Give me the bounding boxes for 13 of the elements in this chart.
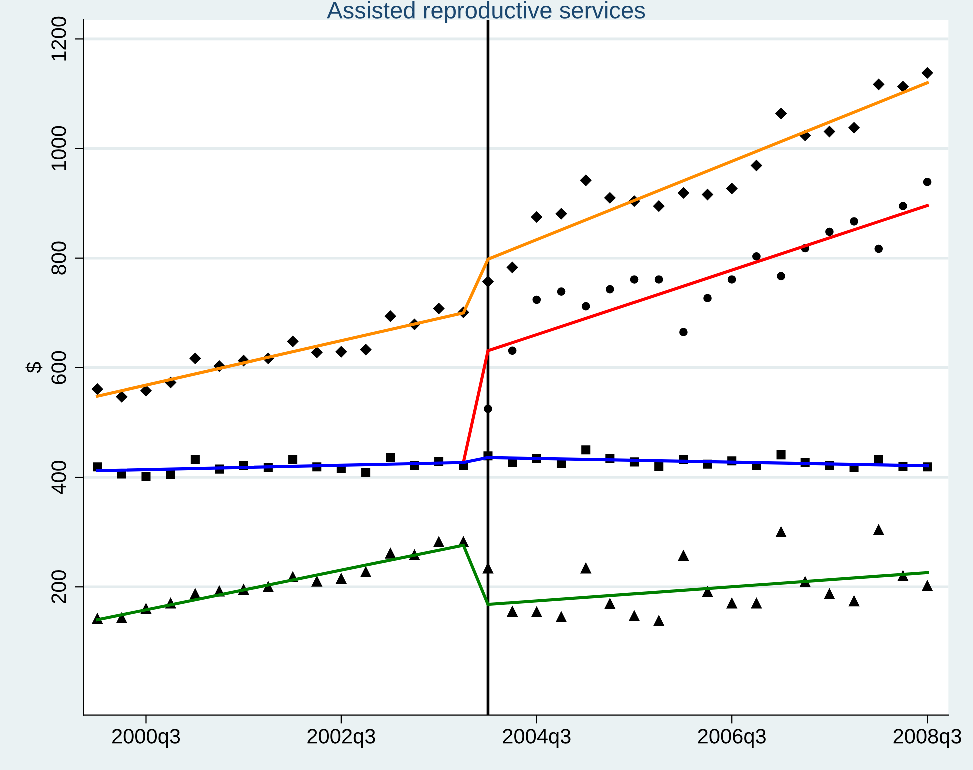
y-tick-label: 200: [52, 570, 66, 604]
chart-title: Assisted reproductive services: [327, 2, 646, 24]
y-axis-title: $: [26, 362, 43, 374]
y-tick-label: 800: [52, 242, 66, 275]
y-tick-label: 1200: [52, 16, 66, 61]
y-tick-label: 600: [52, 351, 66, 384]
y-tick-label: 1000: [52, 126, 66, 170]
x-tick-label: 2000q3: [112, 729, 180, 748]
x-tick-label: 2006q3: [698, 729, 766, 748]
x-tick-label: 2004q3: [503, 729, 571, 748]
x-tick-label: 2002q3: [308, 729, 376, 748]
y-tick-label: 400: [52, 460, 66, 494]
x-tick-label: 2008q3: [894, 729, 962, 748]
